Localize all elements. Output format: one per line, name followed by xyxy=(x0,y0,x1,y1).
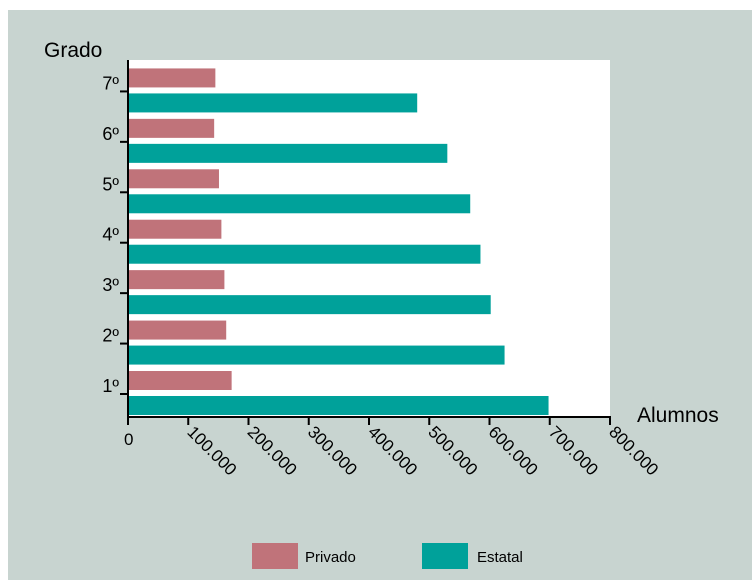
bars-group xyxy=(128,68,549,415)
legend-swatch-privado xyxy=(252,543,298,569)
bar-privado-7 xyxy=(128,68,216,88)
bar-estatal-6 xyxy=(128,143,448,163)
legend-label-privado: Privado xyxy=(305,549,356,566)
bar-privado-6 xyxy=(128,118,215,138)
legend-swatch-estatal xyxy=(422,543,468,569)
bar-estatal-5 xyxy=(128,194,471,214)
legend-label-estatal: Estatal xyxy=(477,549,523,566)
bar-estatal-1 xyxy=(128,396,549,415)
y-tick-label: 3º xyxy=(102,275,119,295)
y-tick-label: 2º xyxy=(102,326,119,346)
bar-privado-4 xyxy=(128,219,222,239)
bar-privado-1 xyxy=(128,371,232,390)
bar-privado-5 xyxy=(128,169,219,189)
x-tick-label: 0 xyxy=(124,430,133,449)
bar-estatal-4 xyxy=(128,244,481,264)
x-axis-label: Alumnos xyxy=(637,404,719,427)
y-tick-label: 4º xyxy=(102,225,119,245)
bar-estatal-7 xyxy=(128,93,418,113)
bar-privado-3 xyxy=(128,270,225,290)
chart-panel: Grado Alumnos 1º 2º 3º 4º 5º 6º 7º 0 100.000 200.… xyxy=(8,10,752,580)
bar-privado-2 xyxy=(128,320,227,340)
y-tick-label: 7º xyxy=(102,73,119,93)
bar-estatal-2 xyxy=(128,345,505,365)
y-axis-label: Grado xyxy=(44,39,102,62)
y-tick-label: 1º xyxy=(102,376,119,396)
bar-estatal-3 xyxy=(128,295,491,315)
legend: Privado Estatal xyxy=(252,543,523,569)
y-tick-label: 5º xyxy=(102,174,119,194)
y-tick-label: 6º xyxy=(102,124,119,144)
